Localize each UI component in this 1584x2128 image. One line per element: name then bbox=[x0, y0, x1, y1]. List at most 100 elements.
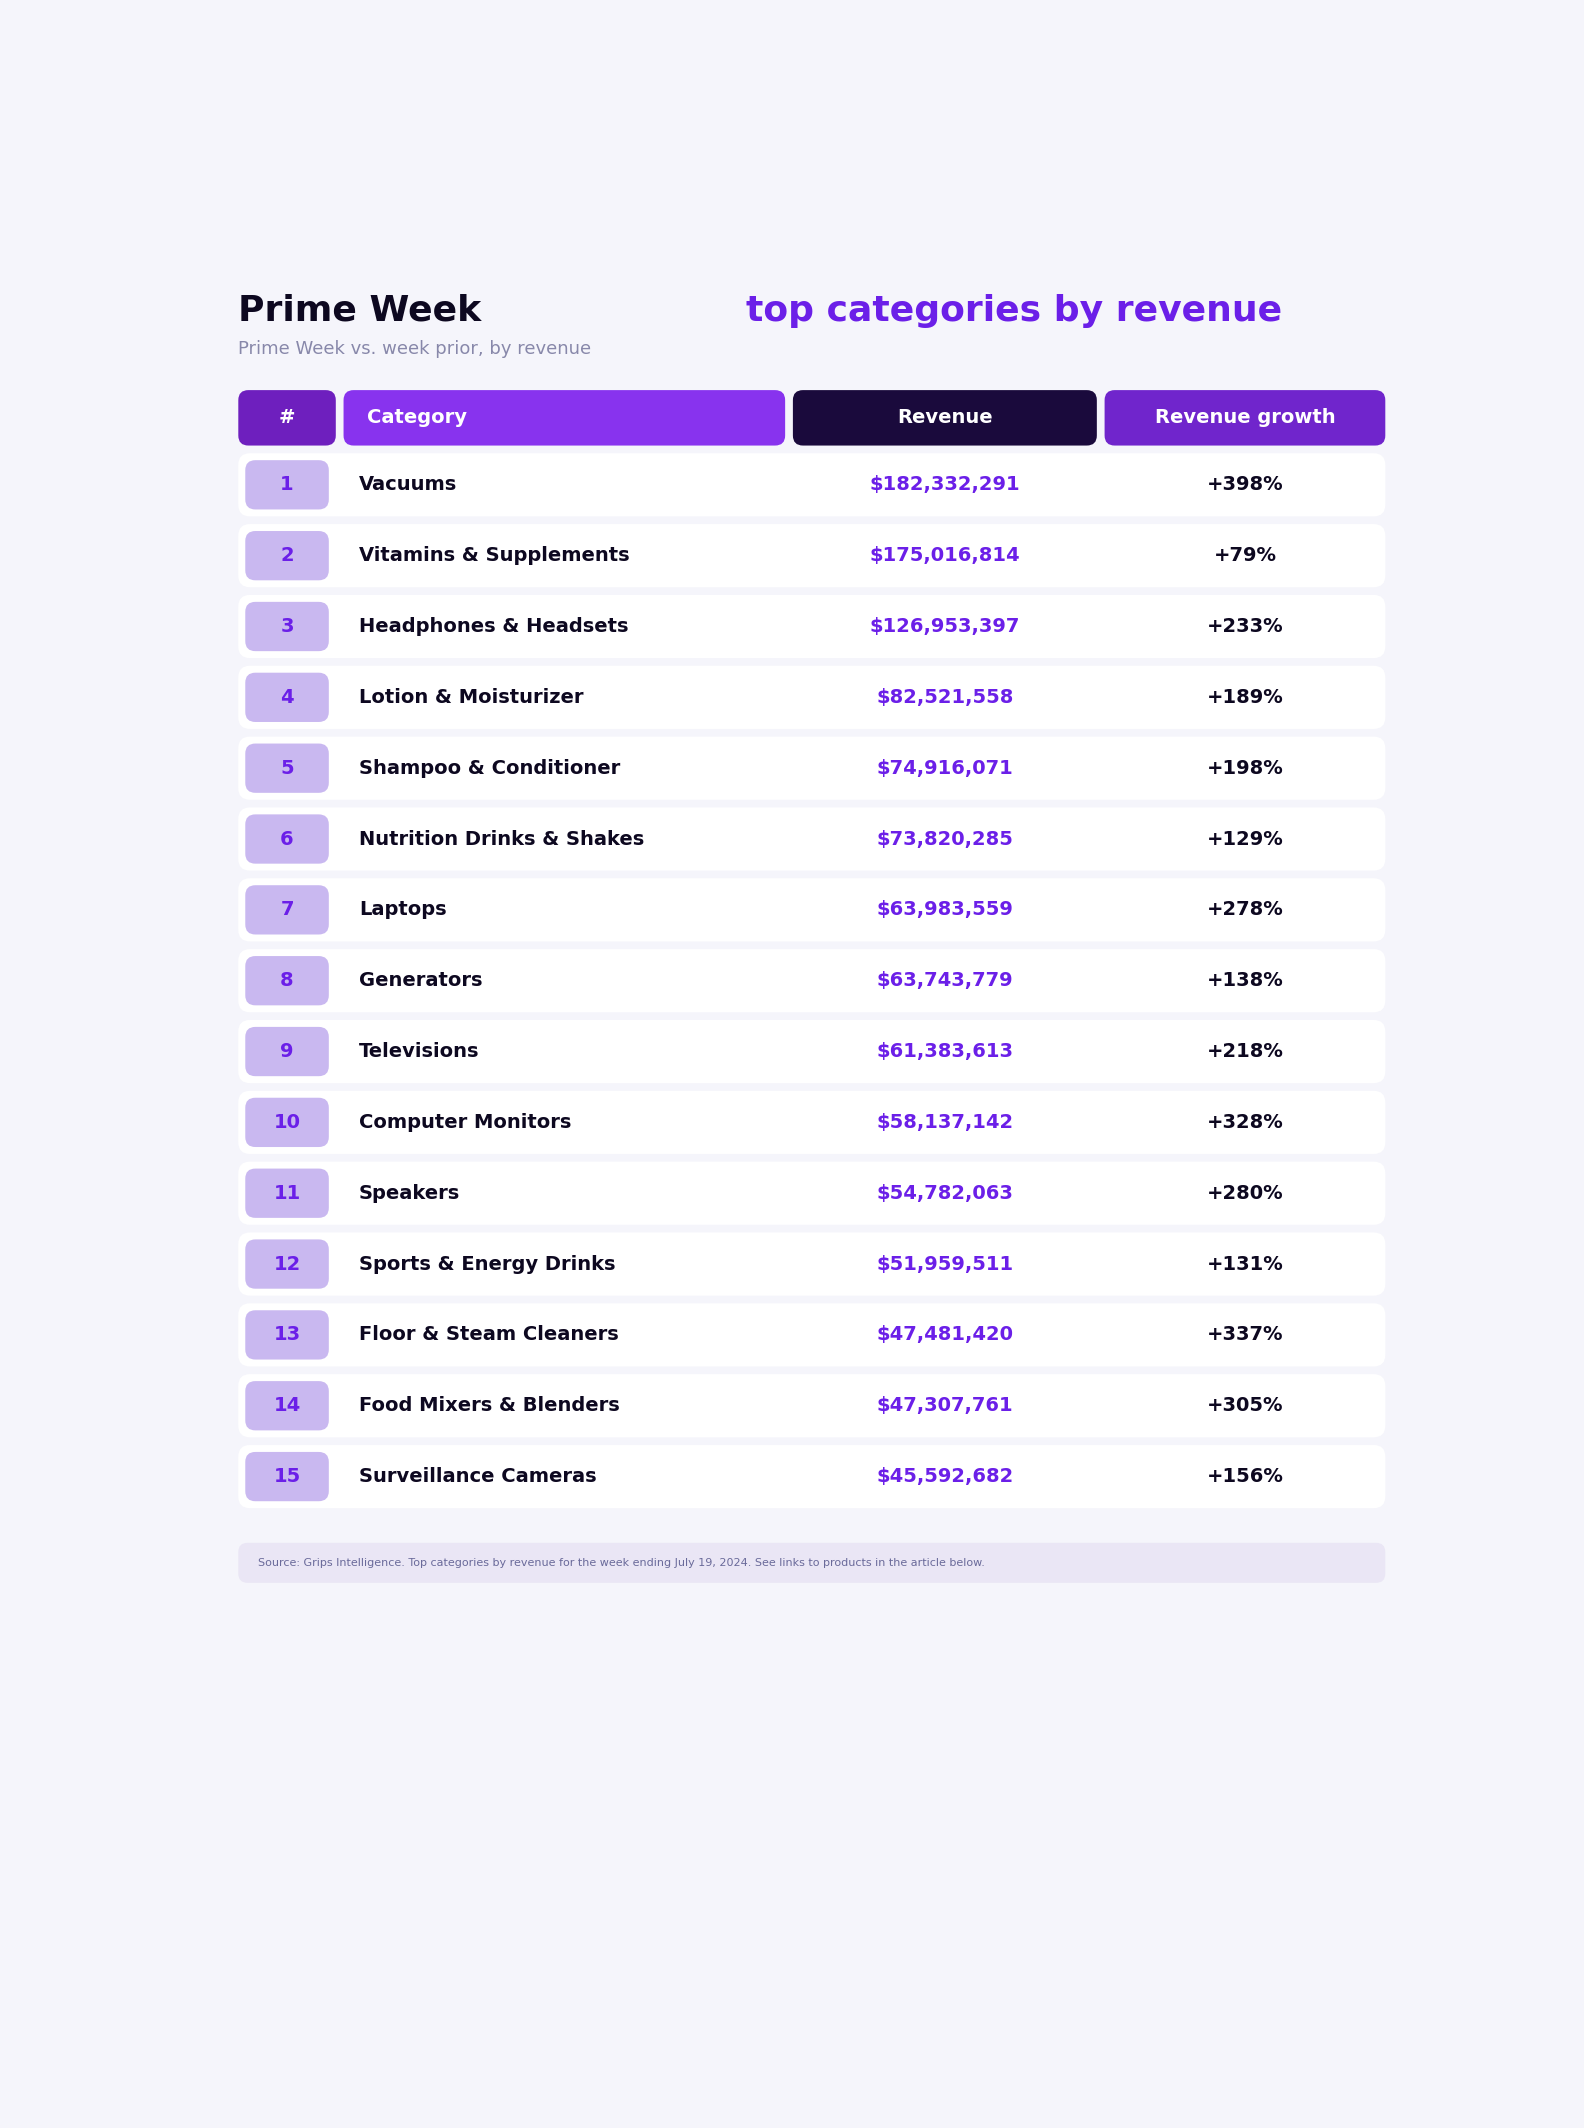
Text: #: # bbox=[279, 409, 295, 428]
Text: 1: 1 bbox=[280, 475, 295, 494]
Text: Prime Week vs. week prior, by revenue: Prime Week vs. week prior, by revenue bbox=[238, 340, 591, 358]
FancyBboxPatch shape bbox=[238, 1162, 1386, 1226]
Text: Revenue growth: Revenue growth bbox=[1155, 409, 1335, 428]
Text: Vacuums: Vacuums bbox=[360, 475, 458, 494]
Text: top categories by revenue: top categories by revenue bbox=[746, 294, 1281, 328]
FancyBboxPatch shape bbox=[344, 389, 786, 445]
Text: +305%: +305% bbox=[1207, 1396, 1283, 1415]
Text: +131%: +131% bbox=[1207, 1256, 1283, 1273]
FancyBboxPatch shape bbox=[238, 879, 1386, 941]
Text: +156%: +156% bbox=[1207, 1466, 1283, 1485]
FancyBboxPatch shape bbox=[246, 955, 329, 1004]
Text: Lotion & Moisturizer: Lotion & Moisturizer bbox=[360, 687, 583, 706]
Text: $182,332,291: $182,332,291 bbox=[870, 475, 1020, 494]
FancyBboxPatch shape bbox=[246, 885, 329, 934]
Text: Prime Week: Prime Week bbox=[238, 294, 494, 328]
Text: $126,953,397: $126,953,397 bbox=[870, 617, 1020, 636]
FancyBboxPatch shape bbox=[246, 532, 329, 581]
Text: +138%: +138% bbox=[1207, 970, 1283, 990]
Text: $51,959,511: $51,959,511 bbox=[876, 1256, 1014, 1273]
Text: 6: 6 bbox=[280, 830, 295, 849]
Text: 5: 5 bbox=[280, 760, 295, 777]
FancyBboxPatch shape bbox=[238, 453, 1386, 517]
Text: 4: 4 bbox=[280, 687, 295, 706]
FancyBboxPatch shape bbox=[1104, 389, 1386, 445]
Text: 3: 3 bbox=[280, 617, 293, 636]
Text: 9: 9 bbox=[280, 1043, 293, 1062]
FancyBboxPatch shape bbox=[238, 389, 336, 445]
Text: +328%: +328% bbox=[1207, 1113, 1283, 1132]
FancyBboxPatch shape bbox=[238, 736, 1386, 800]
FancyBboxPatch shape bbox=[238, 1019, 1386, 1083]
Text: $63,743,779: $63,743,779 bbox=[876, 970, 1014, 990]
FancyBboxPatch shape bbox=[238, 1445, 1386, 1509]
Text: +278%: +278% bbox=[1207, 900, 1283, 919]
Text: 10: 10 bbox=[274, 1113, 301, 1132]
FancyBboxPatch shape bbox=[246, 1451, 329, 1500]
Text: +233%: +233% bbox=[1207, 617, 1283, 636]
Text: 12: 12 bbox=[274, 1256, 301, 1273]
Text: $73,820,285: $73,820,285 bbox=[876, 830, 1014, 849]
Text: Televisions: Televisions bbox=[360, 1043, 480, 1062]
FancyBboxPatch shape bbox=[238, 1375, 1386, 1436]
Text: Sports & Energy Drinks: Sports & Energy Drinks bbox=[360, 1256, 616, 1273]
FancyBboxPatch shape bbox=[246, 1381, 329, 1430]
Text: Food Mixers & Blenders: Food Mixers & Blenders bbox=[360, 1396, 619, 1415]
FancyBboxPatch shape bbox=[238, 1092, 1386, 1153]
Text: Revenue: Revenue bbox=[897, 409, 993, 428]
Text: +189%: +189% bbox=[1207, 687, 1283, 706]
Text: $74,916,071: $74,916,071 bbox=[876, 760, 1014, 777]
Text: $58,137,142: $58,137,142 bbox=[876, 1113, 1014, 1132]
Text: $175,016,814: $175,016,814 bbox=[870, 547, 1020, 566]
FancyBboxPatch shape bbox=[794, 389, 1096, 445]
FancyBboxPatch shape bbox=[238, 1302, 1386, 1366]
FancyBboxPatch shape bbox=[246, 602, 329, 651]
FancyBboxPatch shape bbox=[246, 1311, 329, 1360]
Text: Speakers: Speakers bbox=[360, 1183, 461, 1202]
Text: +398%: +398% bbox=[1207, 475, 1283, 494]
Text: $45,592,682: $45,592,682 bbox=[876, 1466, 1014, 1485]
FancyBboxPatch shape bbox=[246, 1168, 329, 1217]
Text: +198%: +198% bbox=[1207, 760, 1283, 777]
Text: Nutrition Drinks & Shakes: Nutrition Drinks & Shakes bbox=[360, 830, 645, 849]
FancyBboxPatch shape bbox=[238, 523, 1386, 587]
Text: Headphones & Headsets: Headphones & Headsets bbox=[360, 617, 629, 636]
Text: Category: Category bbox=[367, 409, 467, 428]
Text: Computer Monitors: Computer Monitors bbox=[360, 1113, 572, 1132]
Text: Laptops: Laptops bbox=[360, 900, 447, 919]
Text: 15: 15 bbox=[274, 1466, 301, 1485]
FancyBboxPatch shape bbox=[246, 1238, 329, 1290]
Text: 11: 11 bbox=[274, 1183, 301, 1202]
Text: Generators: Generators bbox=[360, 970, 483, 990]
FancyBboxPatch shape bbox=[238, 1232, 1386, 1296]
FancyBboxPatch shape bbox=[246, 460, 329, 509]
Text: +79%: +79% bbox=[1213, 547, 1277, 566]
Text: +129%: +129% bbox=[1207, 830, 1283, 849]
Text: +280%: +280% bbox=[1207, 1183, 1283, 1202]
Text: 14: 14 bbox=[274, 1396, 301, 1415]
FancyBboxPatch shape bbox=[246, 1028, 329, 1077]
FancyBboxPatch shape bbox=[238, 807, 1386, 870]
FancyBboxPatch shape bbox=[238, 1543, 1386, 1583]
FancyBboxPatch shape bbox=[238, 666, 1386, 730]
Text: $82,521,558: $82,521,558 bbox=[876, 687, 1014, 706]
FancyBboxPatch shape bbox=[246, 743, 329, 794]
FancyBboxPatch shape bbox=[246, 672, 329, 721]
Text: Shampoo & Conditioner: Shampoo & Conditioner bbox=[360, 760, 621, 777]
Text: $47,307,761: $47,307,761 bbox=[876, 1396, 1014, 1415]
Text: Floor & Steam Cleaners: Floor & Steam Cleaners bbox=[360, 1326, 619, 1345]
Text: $61,383,613: $61,383,613 bbox=[876, 1043, 1014, 1062]
Text: 13: 13 bbox=[274, 1326, 301, 1345]
FancyBboxPatch shape bbox=[238, 596, 1386, 658]
Text: 2: 2 bbox=[280, 547, 295, 566]
Text: $63,983,559: $63,983,559 bbox=[876, 900, 1014, 919]
Text: $54,782,063: $54,782,063 bbox=[876, 1183, 1014, 1202]
Text: Source: Grips Intelligence. Top categories by revenue for the week ending July 1: Source: Grips Intelligence. Top categori… bbox=[258, 1558, 985, 1568]
Text: +218%: +218% bbox=[1207, 1043, 1283, 1062]
FancyBboxPatch shape bbox=[246, 815, 329, 864]
FancyBboxPatch shape bbox=[238, 949, 1386, 1013]
FancyBboxPatch shape bbox=[246, 1098, 329, 1147]
Text: Surveillance Cameras: Surveillance Cameras bbox=[360, 1466, 597, 1485]
Text: +337%: +337% bbox=[1207, 1326, 1283, 1345]
Text: $47,481,420: $47,481,420 bbox=[876, 1326, 1014, 1345]
